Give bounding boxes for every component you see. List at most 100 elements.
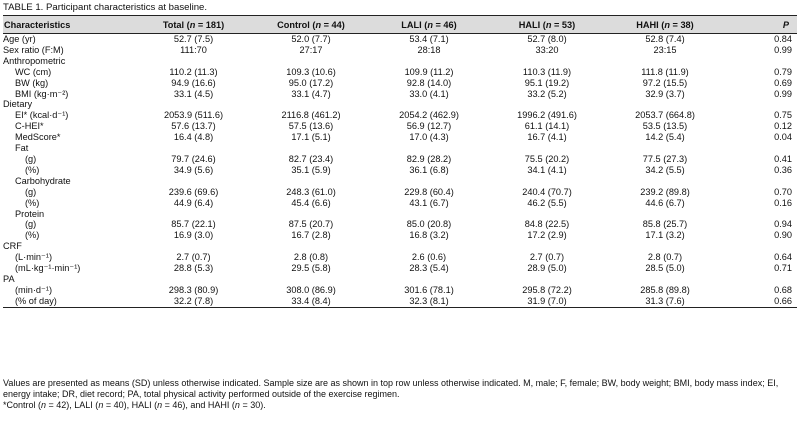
header-lali: LALI (n = 46) (370, 15, 488, 34)
p-value-cell (724, 143, 797, 154)
table-row: (%) 44.9 (6.4) 45.4 (6.6) 43.1 (6.7) 46.2 (5… (3, 198, 797, 209)
value-cell: 44.9 (6.4) (173, 197, 214, 208)
value-cell: 1996.2 (491.6) (517, 110, 577, 121)
p-value-cell (724, 56, 797, 67)
p-value-cell: 0.90 (774, 230, 792, 241)
p-value-cell: 0.66 (724, 295, 797, 308)
value-cell (606, 99, 724, 110)
value-cell (135, 241, 252, 252)
value-cell: 85.0 (20.8) (406, 219, 452, 230)
table-row: BMI (kg·m⁻²) 33.1 (4.5) 33.1 (4.7) 33.0 (4.… (3, 89, 797, 100)
row-label: C-HEI* (15, 121, 44, 132)
table-row: CRF (3, 241, 797, 252)
value-cell (606, 241, 724, 252)
row-label: (g) (25, 153, 37, 164)
value-cell: 32.3 (8.1) (370, 295, 488, 308)
row-label: Sex ratio (F:M) (3, 44, 64, 55)
row-label: (L·min⁻¹) (15, 252, 53, 263)
header-control: Control (n = 44) (252, 15, 370, 34)
header-p: P (724, 15, 797, 34)
row-label: WC (cm) (15, 66, 52, 77)
value-cell: 239.2 (89.8) (640, 186, 690, 197)
value-cell: 57.5 (13.6) (288, 121, 334, 132)
value-cell: 16.9 (3.0) (173, 230, 214, 241)
value-cell: 111.8 (11.9) (641, 66, 689, 77)
value-cell: 33.4 (8.4) (252, 295, 370, 308)
value-cell (370, 176, 488, 187)
value-cell: 34.2 (5.5) (645, 164, 685, 175)
value-cell (252, 209, 370, 220)
value-cell (370, 274, 488, 285)
participant-characteristics-table: Characteristics Total (n = 181) Control … (3, 15, 797, 308)
p-value-cell (724, 209, 797, 220)
value-cell: 29.5 (5.8) (291, 263, 331, 274)
value-cell: 77.5 (27.3) (642, 153, 688, 164)
value-cell: 23:15 (653, 44, 677, 55)
value-cell: 61.1 (14.1) (524, 121, 570, 132)
row-label: (mL·kg⁻¹·min⁻¹) (15, 263, 81, 274)
value-cell: 111:70 (180, 44, 207, 55)
value-cell (488, 99, 606, 110)
value-cell: 17.1 (5.1) (291, 132, 331, 143)
row-label: (g) (25, 186, 37, 197)
value-cell (135, 176, 252, 187)
table-header-row: Characteristics Total (n = 181) Control … (3, 15, 797, 34)
p-value-cell: 0.71 (774, 263, 792, 274)
value-cell (606, 209, 724, 220)
row-label: (% of day) (3, 295, 135, 308)
value-cell: 2054.2 (462.9) (399, 110, 459, 121)
value-cell: 92.8 (14.0) (406, 77, 452, 88)
p-value-cell: 0.84 (774, 34, 792, 44)
value-cell: 35.1 (5.9) (291, 164, 331, 175)
value-cell: 285.8 (89.8) (640, 284, 690, 295)
table-row: Sex ratio (F:M) 111:70 27:17 28:18 33:20 23:1… (3, 45, 797, 56)
value-cell: 82.9 (28.2) (406, 153, 452, 164)
value-cell: 33.1 (4.5) (173, 88, 214, 99)
table-row: Age (yr) 52.7 (7.5) 52.0 (7.7) 53.4 (7.1) 52… (3, 34, 797, 45)
row-label: Anthropometric (3, 55, 66, 66)
value-cell (488, 209, 606, 220)
value-cell: 17.1 (3.2) (645, 230, 685, 241)
value-cell: 57.6 (13.7) (171, 121, 216, 132)
value-cell: 229.8 (60.4) (404, 186, 454, 197)
row-label: (%) (25, 197, 40, 208)
value-cell: 53.4 (7.1) (409, 34, 449, 44)
value-cell: 32.2 (7.8) (135, 295, 252, 308)
table-row: Anthropometric (3, 56, 797, 67)
value-cell: 32.9 (3.7) (645, 88, 685, 99)
value-cell: 2116.8 (461.2) (281, 110, 341, 121)
value-cell: 28.8 (5.3) (173, 263, 214, 274)
value-cell (252, 176, 370, 187)
p-value-cell (724, 274, 797, 285)
value-cell: 239.6 (69.6) (168, 186, 219, 197)
value-cell: 16.7 (4.1) (527, 132, 567, 143)
table-row: (min·d⁻¹) 298.3 (80.9) 308.0 (86.9) 301.6 (… (3, 285, 797, 296)
value-cell: 33.2 (5.2) (527, 88, 567, 99)
value-cell: 27:17 (299, 44, 323, 55)
table-footnotes: Values are presented as means (SD) unles… (3, 378, 797, 412)
row-label: (min·d⁻¹) (15, 284, 53, 295)
p-value-cell: 0.64 (774, 252, 792, 263)
value-cell: 52.0 (7.7) (291, 34, 331, 44)
header-total: Total (n = 181) (135, 15, 252, 34)
value-cell: 87.5 (20.7) (288, 219, 334, 230)
value-cell: 17.2 (2.9) (527, 230, 567, 241)
value-cell: 52.7 (8.0) (527, 34, 567, 44)
value-cell (252, 274, 370, 285)
value-cell: 82.7 (23.4) (288, 153, 334, 164)
table-row: (g) 79.7 (24.6) 82.7 (23.4) 82.9 (28.2) 75.5… (3, 154, 797, 165)
value-cell (135, 143, 252, 154)
table-row: WC (cm) 110.2 (11.3) 109.3 (10.6) 109.9 (11… (3, 67, 797, 78)
row-label: PA (3, 273, 15, 284)
value-cell: 84.8 (22.5) (524, 219, 570, 230)
value-cell: 308.0 (86.9) (286, 284, 336, 295)
value-cell: 52.8 (7.4) (645, 34, 685, 44)
value-cell: 2.7 (0.7) (176, 252, 211, 263)
value-cell: 45.4 (6.6) (291, 197, 331, 208)
table-row: MedScore* 16.4 (4.8) 17.1 (5.1) 17.0 (4.3) 1… (3, 132, 797, 143)
table-row: EI* (kcal·d⁻¹) 2053.9 (511.6) 2116.8 (461.… (3, 110, 797, 121)
table-row: (g) 239.6 (69.6) 248.3 (61.0) 229.8 (60.4) 2… (3, 187, 797, 198)
row-label: Fat (15, 143, 29, 154)
p-value-cell: 0.94 (774, 219, 792, 230)
